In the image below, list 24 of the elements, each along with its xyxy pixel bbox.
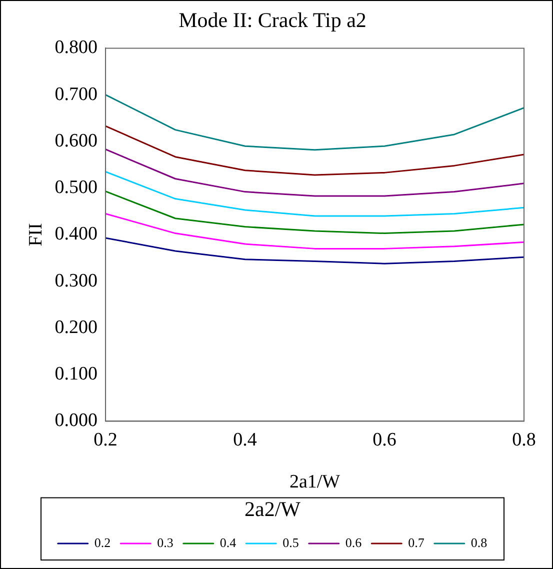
legend-title: 2a2/W	[244, 496, 301, 521]
y-tick-label: 0.700	[54, 84, 98, 105]
x-axis-title: 2a1/W	[289, 471, 340, 492]
y-tick-label: 0.300	[54, 270, 98, 292]
y-tick-label: 0.800	[54, 37, 98, 58]
y-tick-label: 0.400	[54, 224, 98, 245]
legend-label: 0.6	[345, 534, 362, 550]
legend-label: 0.5	[282, 534, 299, 550]
x-tick-label: 0.8	[512, 430, 536, 451]
x-tick-label: 0.6	[372, 430, 396, 451]
legend-label: 0.2	[94, 534, 111, 550]
y-tick-label: 0.000	[54, 410, 98, 432]
legend-label: 0.8	[470, 534, 488, 550]
y-tick-label: 0.100	[54, 364, 98, 385]
y-tick-label: 0.600	[54, 130, 98, 152]
legend-label: 0.7	[408, 534, 425, 550]
x-tick-label: 0.2	[94, 430, 118, 451]
y-tick-label: 0.200	[54, 316, 98, 338]
y-tick-label: 0.500	[54, 177, 98, 198]
legend-label: 0.3	[157, 534, 174, 550]
chart-title: Mode II: Crack Tip a2	[178, 8, 366, 32]
legend-label: 0.4	[220, 534, 237, 550]
y-axis-title: FII	[25, 223, 46, 246]
x-tick-label: 0.4	[233, 430, 258, 451]
